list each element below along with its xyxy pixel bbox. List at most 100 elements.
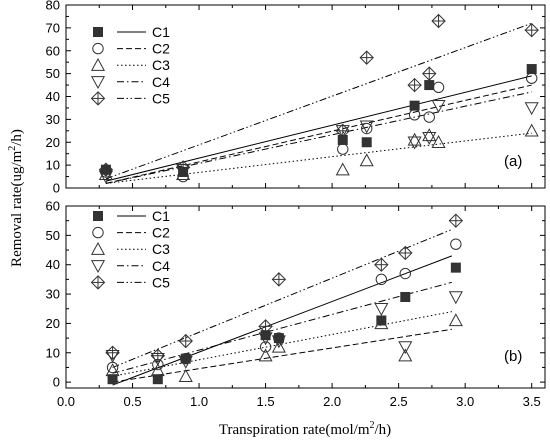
y-axis-label-sup: 2 [7,146,18,151]
y-tick-label: 30 [46,287,60,302]
legend-marker-c3 [90,57,106,71]
data-point-c4 [448,291,463,305]
data-point-c3 [105,363,120,377]
y-tick-label: 0 [53,375,60,390]
data-point-c2 [375,273,388,286]
y-tick-label: 20 [46,316,60,331]
legend-label-c4: C4 [152,74,170,90]
legend-marker-c2 [92,42,104,55]
legend-marker-c4 [90,260,106,274]
data-point-c2 [423,111,435,123]
y-tick-label: 40 [46,89,60,104]
fit-line-c5 [105,22,532,180]
y-tick-label: 50 [46,66,60,81]
data-point-c1 [526,64,537,75]
data-point-c3 [374,316,389,330]
y-tick-label: 70 [46,20,60,35]
panel-b: 0.0 0.5 1.0 1.5 2.0 2.5 3.0 3.50102030405060C1C… [46,199,546,409]
fit-line-c2 [112,328,452,383]
legend-marker-c1 [93,211,103,221]
fit-line-c3 [105,132,532,184]
legend-marker-c4 [90,76,106,90]
data-point-c4 [374,303,389,316]
data-point-c2 [432,81,445,94]
data-point-c1 [450,262,461,273]
y-tick-label: 50 [46,228,60,243]
data-point-c1 [107,374,118,385]
x-axis-label-sup: 2 [370,420,375,431]
data-point-c4 [524,102,539,116]
x-tick-label: 2.0 [323,394,341,409]
x-tick-label: 0.5 [123,394,141,409]
data-point-c3 [448,313,463,327]
data-point-c1 [152,374,163,385]
data-point-c3 [178,369,193,382]
x-tick-label: 3.5 [523,394,541,409]
data-point-c4 [398,341,413,355]
legend-label-c1: C1 [152,24,170,40]
x-axis-label-end: /h) [375,422,392,438]
data-point-c4 [271,335,286,349]
data-point-c2 [408,109,421,121]
data-point-c2 [525,72,538,84]
data-point-c2 [399,267,411,280]
legend-label-c3: C3 [152,241,170,257]
plot-frame [65,205,546,389]
legend-label-c2: C2 [152,41,170,57]
y-tick-label: 60 [46,199,60,214]
panel-label: (b) [504,348,522,365]
legend-label-c5: C5 [152,90,170,106]
data-point-c3 [271,339,286,353]
x-tick-label: 0.0 [57,394,75,409]
data-point-c1 [424,80,435,91]
y-tick-label: 60 [46,43,60,58]
y-axis-label: Removal rate(ug/m2/h) [7,129,25,267]
legend-label-c5: C5 [152,274,170,290]
x-axis-label-main: Transpiration rate(mol/m [219,422,370,438]
data-point-c3 [359,153,374,167]
data-point-c3 [335,162,350,176]
data-point-c3 [524,123,539,137]
data-point-c1 [400,292,411,302]
x-tick-label: 1.0 [190,394,208,409]
legend-marker-c2 [92,226,104,239]
fit-line-c1 [105,75,532,182]
x-axis-label: Transpiration rate(mol/m2/h) [219,420,391,438]
y-tick-label: 10 [46,345,60,360]
fit-line-c1 [112,255,453,386]
y-tick-label: 0 [53,181,60,196]
fit-line-c4 [112,281,452,374]
y-tick-label: 10 [46,158,60,173]
y-tick-label: 30 [46,112,60,127]
data-point-c2 [361,122,373,135]
x-tick-label: 1.5 [257,394,275,409]
y-axis-label-main: Removal rate(ug/m [9,150,25,267]
panel-label: (a) [504,153,522,170]
legend-marker-c3 [90,241,106,255]
data-point-c4 [407,136,422,150]
data-point-c3 [431,135,446,148]
fit-line-c3 [112,311,452,377]
data-point-c2 [450,238,462,250]
y-tick-label: 80 [46,0,60,13]
legend-marker-c1 [93,27,103,37]
y-tick-label: 20 [46,135,60,150]
data-point-c1 [361,137,372,148]
data-point-c3 [398,348,413,362]
data-point-c2 [337,143,349,155]
data-point-c3 [176,167,191,180]
data-point-c3 [407,132,422,146]
y-axis-label-end: /h) [9,129,25,146]
legend-label-c3: C3 [152,57,170,73]
data-point-c3 [422,128,437,142]
data-point-c4 [359,120,374,134]
data-point-c2 [259,341,272,353]
data-point-c4 [422,131,437,145]
legend-label-c4: C4 [152,258,170,274]
x-tick-label: 3.0 [456,394,474,409]
legend-label-c1: C1 [152,208,170,224]
data-point-c3 [150,363,165,377]
y-tick-label: 40 [46,257,60,272]
